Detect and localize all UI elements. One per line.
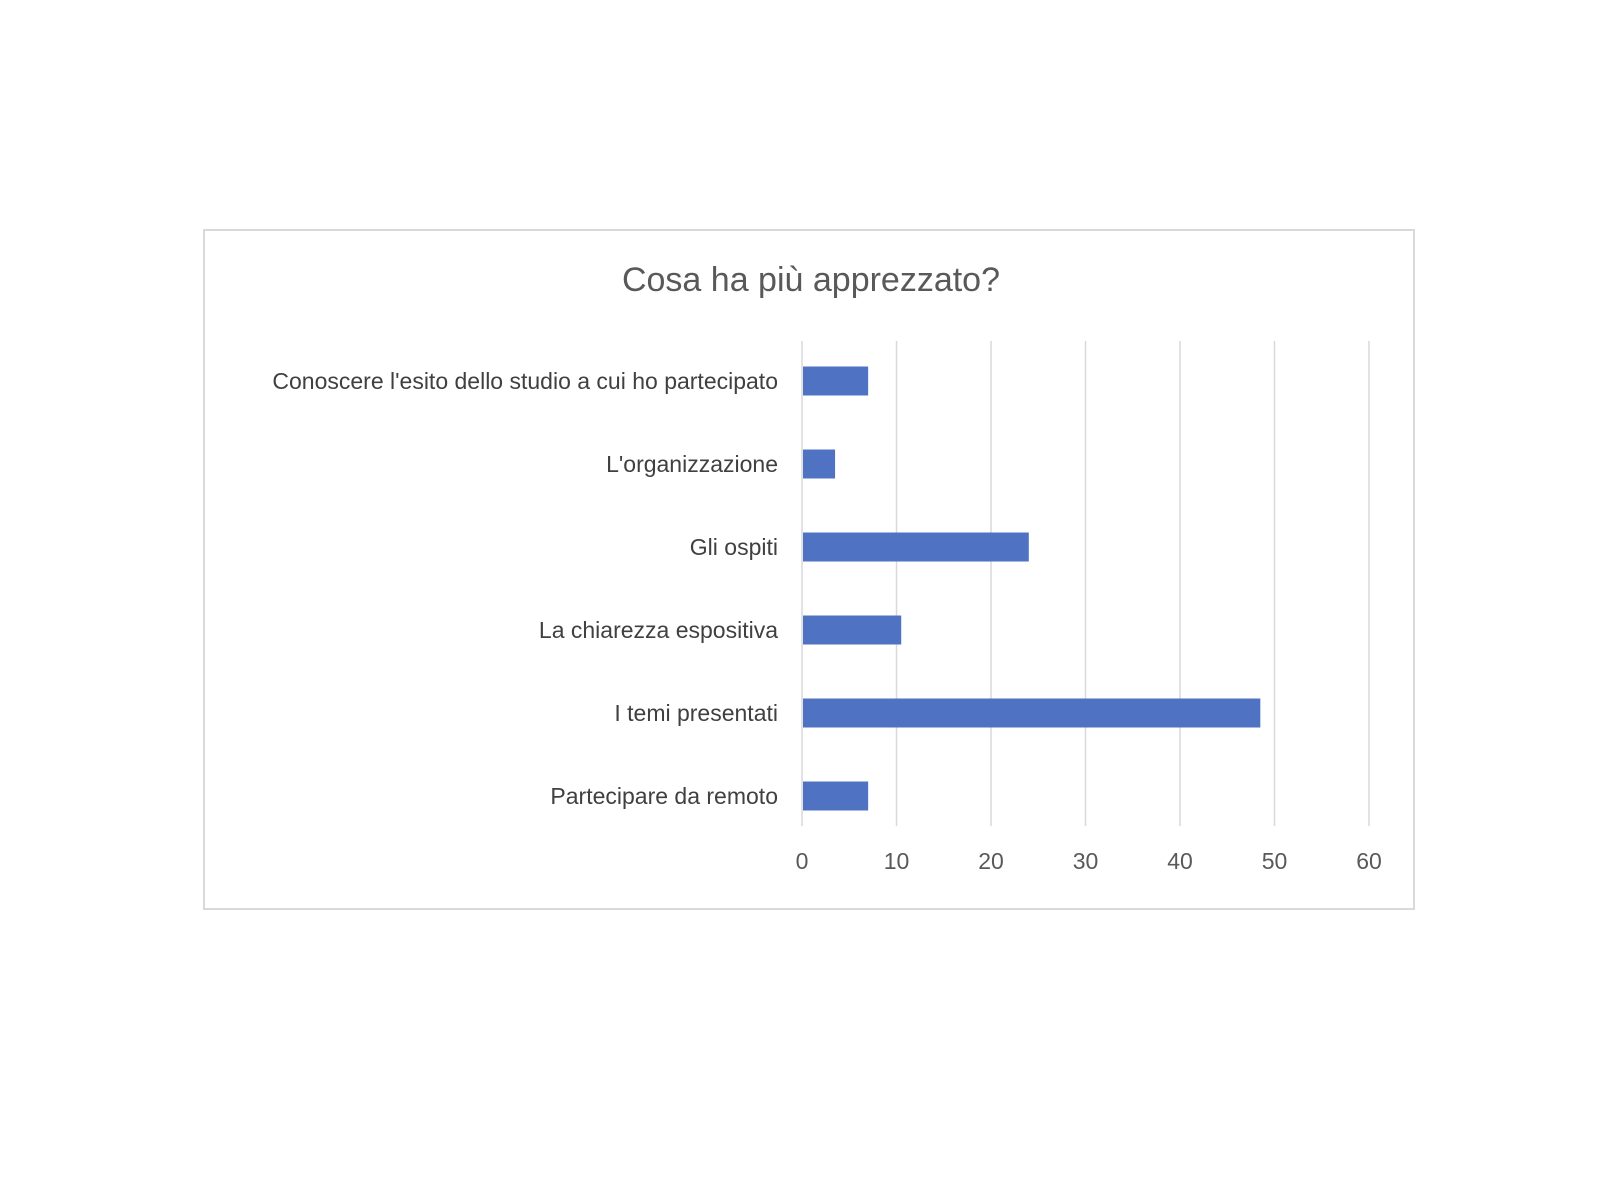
x-axis-tick-labels: 0 10 20 30 40 50 60	[796, 848, 1382, 874]
category-label: Gli ospiti	[690, 534, 778, 560]
bar-chart: Cosa ha più apprezzato? Conoscere l'esit…	[272, 261, 1382, 874]
x-tick-label: 60	[1356, 848, 1382, 874]
x-tick-label: 0	[796, 848, 809, 874]
x-tick-label: 40	[1167, 848, 1193, 874]
category-label: I temi presentati	[614, 700, 778, 726]
gridlines	[801, 341, 1370, 826]
bar-5	[803, 781, 869, 811]
category-label: Conoscere l'esito dello studio a cui ho …	[272, 368, 778, 394]
bar-4	[803, 698, 1261, 728]
bar-3	[803, 615, 902, 645]
bars	[803, 366, 1261, 811]
category-labels: Conoscere l'esito dello studio a cui ho …	[272, 368, 778, 809]
x-tick-label: 10	[884, 848, 910, 874]
category-label: Partecipare da remoto	[550, 783, 778, 809]
x-tick-label: 50	[1262, 848, 1288, 874]
x-tick-label: 30	[1073, 848, 1099, 874]
chart-frame: Cosa ha più apprezzato? Conoscere l'esit…	[203, 229, 1415, 910]
x-tick-label: 20	[978, 848, 1004, 874]
category-label: L'organizzazione	[606, 451, 778, 477]
category-label: La chiarezza espositiva	[539, 617, 778, 643]
bar-0	[803, 366, 869, 396]
bar-2	[803, 532, 1029, 562]
chart-title: Cosa ha più apprezzato?	[622, 261, 1000, 299]
bar-1	[803, 449, 836, 479]
